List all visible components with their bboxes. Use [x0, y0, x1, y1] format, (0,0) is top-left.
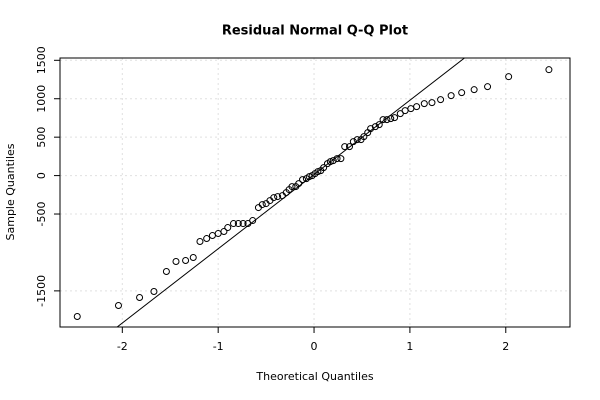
point [114, 301, 122, 309]
x-tick-label: -1 [213, 340, 224, 353]
point [295, 180, 303, 188]
point [420, 100, 428, 108]
point [189, 254, 197, 262]
y-tick-label: -500 [35, 202, 48, 227]
point [383, 116, 391, 124]
chart-title: Residual Normal Q-Q Plot [222, 24, 408, 39]
point [333, 155, 341, 163]
point [162, 268, 170, 276]
point [288, 183, 296, 191]
point [413, 103, 421, 111]
point [447, 92, 455, 100]
point [337, 155, 345, 163]
x-tick-label: 2 [502, 340, 509, 353]
point [353, 136, 361, 144]
point [349, 138, 357, 146]
point [314, 168, 322, 176]
point [371, 123, 379, 131]
plot-area [73, 58, 553, 327]
point [545, 66, 553, 74]
point [203, 235, 211, 243]
y-tick-label: 1000 [35, 85, 48, 113]
point [258, 201, 266, 209]
point [341, 143, 349, 151]
point [346, 143, 354, 151]
point [196, 238, 204, 246]
point [299, 176, 307, 184]
y-tick-label: 1500 [35, 46, 48, 74]
point [360, 133, 368, 141]
y-tick-label: 0 [35, 172, 48, 179]
point [458, 89, 466, 97]
point [270, 194, 278, 202]
x-tick-label: 0 [311, 340, 318, 353]
y-axis-label: Sample Quantiles [4, 143, 17, 240]
reference-line [116, 58, 466, 327]
point [230, 220, 238, 228]
point [379, 116, 387, 124]
point [391, 114, 399, 122]
point [375, 121, 383, 129]
point [437, 96, 445, 104]
point [239, 220, 247, 228]
point [234, 220, 242, 228]
point [224, 224, 232, 232]
y-tick-label: 500 [35, 127, 48, 148]
point [249, 217, 257, 225]
point [320, 164, 328, 172]
point [387, 115, 395, 123]
point [150, 287, 158, 295]
point [274, 193, 282, 201]
x-tick-label: 1 [406, 340, 413, 353]
point [172, 258, 180, 266]
point [305, 173, 313, 181]
point [329, 157, 337, 165]
point [220, 228, 228, 236]
point [484, 83, 492, 91]
plot-frame [59, 57, 571, 328]
point [73, 312, 81, 320]
y-tick-label: -1500 [35, 275, 48, 307]
point [470, 86, 478, 94]
point [182, 257, 190, 265]
x-axis-label: Theoretical Quantiles [255, 370, 373, 383]
point [136, 293, 144, 301]
x-tick-label: -2 [117, 340, 128, 353]
point [505, 73, 513, 81]
point [428, 99, 436, 107]
point [326, 158, 334, 166]
